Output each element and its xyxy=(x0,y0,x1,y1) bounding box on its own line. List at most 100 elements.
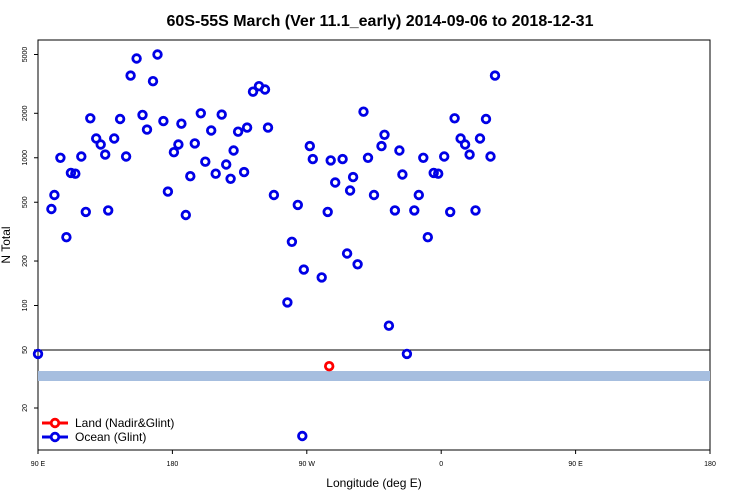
ocean-point xyxy=(185,170,196,182)
ocean-point xyxy=(70,168,81,179)
legend-ocean-label: Ocean (Glint) xyxy=(75,430,146,444)
ocean-point xyxy=(286,236,298,247)
ocean-point xyxy=(259,84,271,95)
ocean-point xyxy=(225,173,236,184)
chart-title: 60S-55S March (Ver 11.1_early) 2014-09-0… xyxy=(167,13,594,30)
ocean-point xyxy=(445,206,456,218)
ocean-point xyxy=(459,139,471,150)
legend-land-label: Land (Nadir&Glint) xyxy=(75,416,174,430)
ocean-point xyxy=(99,149,111,160)
ocean-point xyxy=(102,205,114,216)
ocean-point xyxy=(141,124,153,135)
x-axis: 90 E 180 90 W 0 90 E 180 xyxy=(31,450,716,468)
ocean-point xyxy=(168,146,180,158)
x-tick-label: 90 E xyxy=(31,461,46,468)
x-tick-label: 0 xyxy=(439,461,443,468)
ocean-point xyxy=(176,118,187,129)
ocean-point xyxy=(358,106,369,117)
ocean-point xyxy=(80,206,91,218)
ocean-point xyxy=(95,139,106,150)
ocean-point xyxy=(180,209,191,221)
ocean-point xyxy=(352,259,363,270)
y-tick-label: 100 xyxy=(22,300,29,312)
ocean-point xyxy=(32,348,44,360)
legend-land-marker xyxy=(49,417,61,429)
reference-band xyxy=(38,371,710,381)
lower-panel xyxy=(37,349,711,451)
ocean-point xyxy=(268,189,280,201)
ocean-point xyxy=(337,153,348,165)
ocean-point xyxy=(228,145,239,156)
ocean-point xyxy=(298,264,309,275)
ocean-point xyxy=(220,159,232,170)
land-point xyxy=(324,361,335,372)
ocean-point xyxy=(108,133,120,144)
ocean-point xyxy=(147,75,159,87)
ocean-point xyxy=(304,140,315,152)
ocean-point xyxy=(238,166,250,178)
ocean-point xyxy=(61,231,72,243)
ocean-point xyxy=(307,153,318,165)
ocean-point xyxy=(489,70,501,81)
ocean-point xyxy=(470,205,481,216)
ocean-point xyxy=(322,206,333,218)
y-tick-label: 200 xyxy=(22,255,29,267)
ocean-point xyxy=(65,167,77,179)
ocean-point xyxy=(485,151,496,162)
ocean-point xyxy=(379,129,390,140)
ocean-point xyxy=(152,49,163,60)
ocean-point xyxy=(162,186,174,197)
ocean-point xyxy=(341,248,353,259)
ocean-point xyxy=(422,231,433,243)
ocean-point xyxy=(49,189,60,201)
ocean-point xyxy=(232,126,244,137)
legend: Land (Nadir&Glint) Ocean (Glint) xyxy=(42,416,174,444)
ocean-point xyxy=(389,205,401,216)
ocean-point xyxy=(125,70,136,81)
ocean-point xyxy=(316,272,327,283)
ocean-point xyxy=(282,297,293,308)
ocean-point xyxy=(449,113,460,124)
ocean-point xyxy=(189,138,200,149)
ocean-point xyxy=(241,122,253,133)
ocean-point xyxy=(428,167,439,179)
y-axis-label: N Total xyxy=(0,226,13,263)
ocean-point xyxy=(292,199,303,211)
y-tick-label: 500 xyxy=(22,196,29,208)
ocean-point xyxy=(409,205,420,216)
ocean-point xyxy=(262,122,274,133)
ocean-point xyxy=(216,109,227,120)
y-tick-label: 20 xyxy=(22,404,29,412)
x-tick-label: 180 xyxy=(167,461,179,468)
ocean-point xyxy=(137,109,148,121)
ocean-point xyxy=(368,189,380,201)
ocean-point xyxy=(376,140,387,152)
y-axis: 5000 2000 1000 500 200 100 50 20 xyxy=(22,47,38,412)
ocean-point xyxy=(195,108,206,119)
x-axis-label: Longitude (deg E) xyxy=(326,476,421,490)
ocean-point xyxy=(200,156,211,167)
upper-panel xyxy=(37,39,711,351)
ocean-point xyxy=(120,151,132,162)
ocean-point xyxy=(114,113,126,125)
ocean-point xyxy=(131,53,142,64)
x-tick-label: 90 E xyxy=(568,461,583,468)
y-tick-label: 50 xyxy=(22,346,29,354)
plot-frame xyxy=(37,39,711,451)
x-tick-label: 90 W xyxy=(299,461,316,468)
ocean-point xyxy=(210,168,221,179)
ocean-point xyxy=(344,185,356,196)
ocean-point xyxy=(325,155,336,166)
ocean-point xyxy=(362,152,374,163)
ocean-point xyxy=(85,113,96,124)
ocean-point xyxy=(297,430,308,442)
ocean-point xyxy=(401,348,413,360)
ocean-point xyxy=(158,115,169,127)
ocean-point xyxy=(383,320,395,331)
y-tick-label: 2000 xyxy=(22,105,29,121)
ocean-point xyxy=(330,177,341,188)
ocean-point xyxy=(46,203,57,215)
x-tick-label: 180 xyxy=(704,461,716,468)
ocean-point xyxy=(394,145,405,156)
ocean-point xyxy=(173,139,184,150)
